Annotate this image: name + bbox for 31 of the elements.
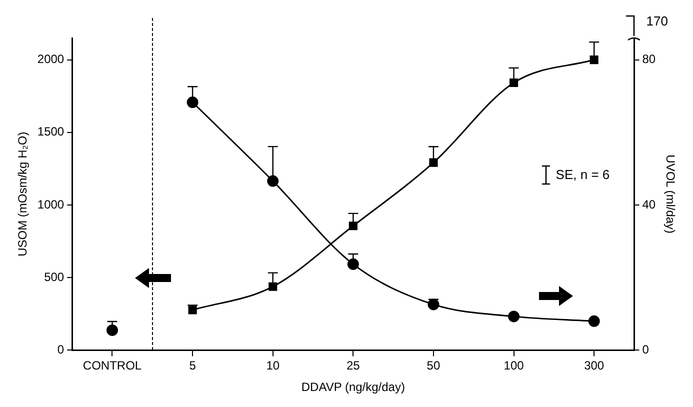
x-tick-label: 10 (266, 358, 280, 373)
point (588, 315, 600, 327)
point (186, 96, 198, 108)
y-tick-label: 500 (44, 270, 64, 284)
point (268, 282, 278, 291)
point (267, 175, 279, 187)
x-tick-label: CONTROL (82, 358, 142, 373)
point (347, 258, 359, 270)
x-tick-label: 5 (189, 358, 196, 373)
y-tick-label: 2000 (37, 52, 64, 66)
annotation: SE, n = 6 (556, 166, 610, 182)
point (510, 78, 518, 88)
point (348, 222, 358, 230)
point (590, 55, 598, 64)
x-axis-title: DDAVP (ng/kg/day) (301, 380, 405, 394)
y2-tick-label: 80 (642, 52, 656, 66)
y-tick-label: 1500 (37, 124, 64, 139)
y-axis-title: USOM (mOsm/kg H₂O) (16, 132, 30, 256)
y-tick-label: 1000 (37, 197, 64, 212)
x-tick-label: 25 (346, 358, 360, 373)
y-tick-label: 0 (57, 342, 64, 357)
y2-tick-label: 40 (642, 197, 656, 212)
point (429, 158, 438, 167)
x-tick-label: 300 (584, 358, 604, 373)
x-tick-label: 50 (426, 358, 440, 373)
point (428, 298, 440, 310)
text: 170 (646, 14, 668, 29)
y2-axis-title: UVOL (ml/day) (663, 154, 678, 234)
x-tick-label: 100 (504, 358, 524, 373)
y2-tick-label: 0 (642, 342, 650, 357)
point (106, 324, 118, 336)
